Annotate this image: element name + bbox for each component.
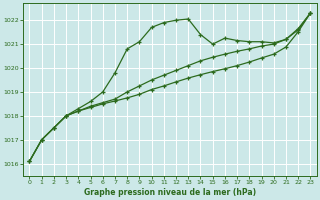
X-axis label: Graphe pression niveau de la mer (hPa): Graphe pression niveau de la mer (hPa) [84, 188, 256, 197]
